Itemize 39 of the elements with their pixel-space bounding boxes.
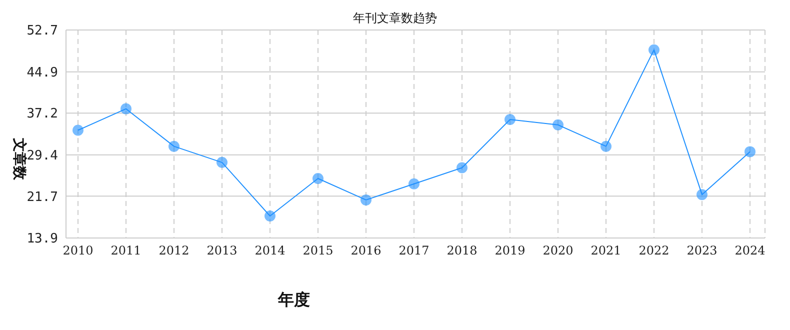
- point: [504, 114, 516, 126]
- x-tick-label: 2010: [62, 244, 94, 258]
- y-axis-title: 文章数: [10, 138, 28, 180]
- point: [264, 210, 276, 222]
- point: [648, 44, 660, 56]
- point: [600, 140, 612, 152]
- point: [696, 189, 708, 200]
- x-tick-label: 2021: [590, 244, 622, 258]
- chart-title: 年刊文章数趋势: [353, 11, 437, 25]
- x-tick-label: 2013: [206, 244, 238, 258]
- point: [216, 156, 228, 168]
- y-tick-label: 21.7: [26, 190, 58, 205]
- y-tick-label: 37.2: [26, 106, 58, 122]
- point: [360, 194, 372, 206]
- y-tick-label: 29.4: [26, 148, 58, 164]
- x-tick-label: 2023: [686, 244, 718, 258]
- x-tick-label: 2018: [446, 244, 478, 258]
- x-tick-label: 2011: [110, 244, 142, 258]
- x-tick-label: 2017: [398, 244, 430, 258]
- point: [744, 146, 756, 158]
- point: [72, 124, 84, 136]
- point: [552, 119, 564, 130]
- x-tick-label: 2022: [638, 244, 670, 258]
- y-tick-label: 13.9: [26, 232, 58, 247]
- x-tick-label: 2016: [350, 244, 382, 258]
- x-tick-label: 2024: [734, 244, 766, 258]
- x-tick-label: 2020: [542, 244, 574, 258]
- x-tick-label: 2019: [494, 244, 526, 258]
- y-tick-label: 52.7: [26, 24, 58, 39]
- x-tick-label: 2012: [158, 244, 190, 258]
- point: [408, 178, 420, 190]
- point: [312, 172, 324, 184]
- y-tick-label: 44.9: [26, 65, 58, 80]
- x-tick-label: 2014: [254, 244, 286, 258]
- point: [456, 162, 468, 174]
- point: [120, 103, 132, 114]
- point: [168, 140, 180, 152]
- x-axis-title: 年度: [278, 290, 310, 311]
- x-tick-label: 2015: [302, 244, 334, 258]
